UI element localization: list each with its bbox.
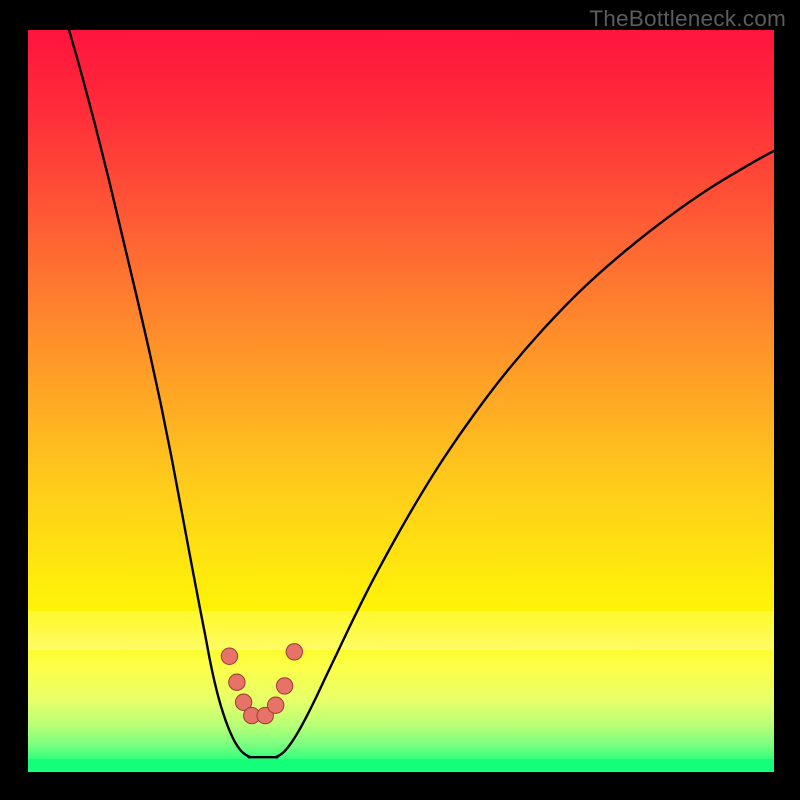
watermark-text: TheBottleneck.com — [589, 6, 786, 32]
valley-marker-dot — [229, 674, 245, 690]
bottleneck-curve — [69, 30, 774, 757]
valley-marker-dot — [267, 697, 283, 713]
chart-frame: TheBottleneck.com — [0, 0, 800, 800]
marker-dots — [221, 644, 302, 724]
valley-marker-dot — [286, 644, 302, 660]
valley-marker-dot — [221, 648, 237, 664]
curve-layer — [28, 30, 774, 772]
plot-area — [28, 30, 774, 772]
valley-marker-dot — [276, 678, 292, 694]
